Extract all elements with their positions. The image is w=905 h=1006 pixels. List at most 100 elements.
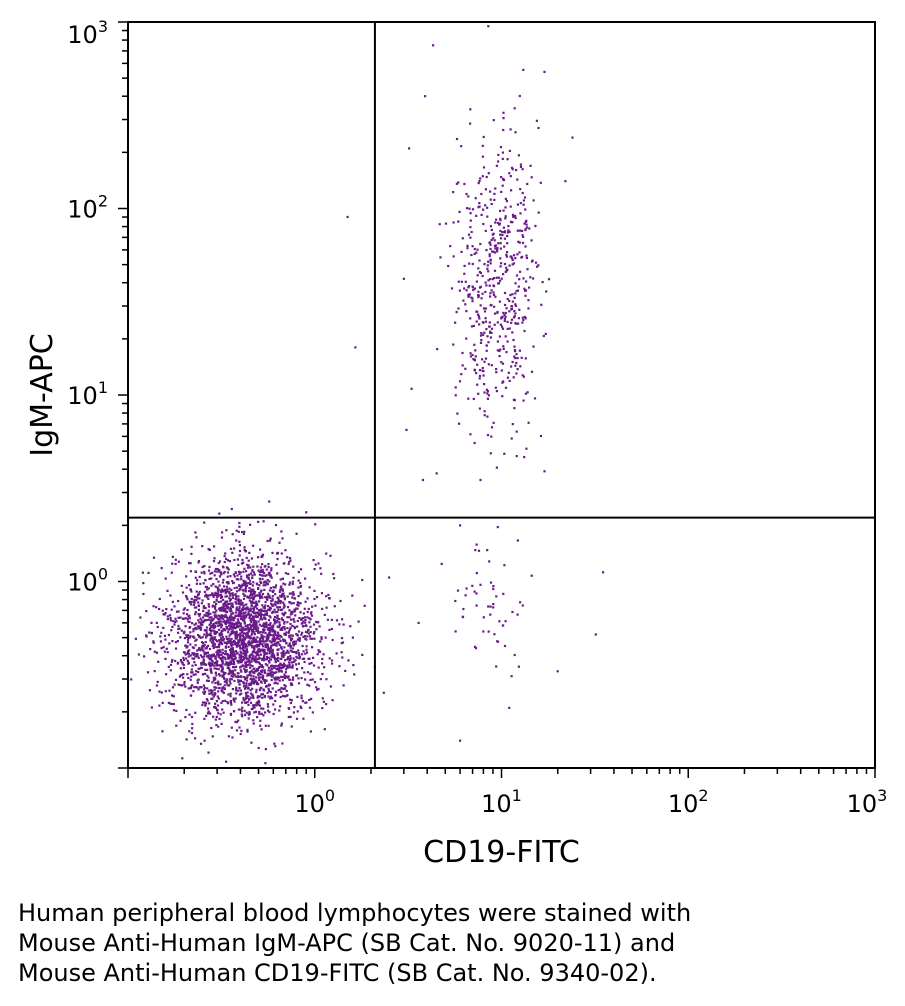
data-point <box>239 732 242 736</box>
data-point <box>271 628 274 631</box>
data-point <box>274 708 277 711</box>
data-point <box>497 242 500 245</box>
data-point <box>269 624 272 627</box>
data-point <box>493 239 496 242</box>
data-point <box>235 590 239 593</box>
data-point <box>197 608 200 611</box>
data-point <box>199 742 203 745</box>
data-point <box>234 634 237 637</box>
data-point <box>471 300 474 303</box>
data-point <box>506 242 509 245</box>
data-point <box>214 678 217 681</box>
data-point <box>226 620 229 623</box>
data-point <box>243 650 246 653</box>
data-point <box>230 645 233 648</box>
data-point <box>258 612 261 615</box>
data-point <box>147 571 150 574</box>
data-point <box>252 623 255 626</box>
data-point <box>246 730 249 733</box>
data-point <box>219 665 222 668</box>
data-point <box>250 621 253 624</box>
data-point <box>282 662 285 665</box>
data-point <box>340 642 343 645</box>
data-point <box>228 560 231 563</box>
data-point <box>274 643 277 646</box>
data-point <box>228 657 231 660</box>
data-point <box>333 577 336 580</box>
data-point <box>274 611 277 614</box>
data-point <box>221 651 224 654</box>
data-point <box>273 640 276 643</box>
data-point <box>296 695 299 698</box>
data-point <box>500 325 504 328</box>
data-point <box>198 614 201 617</box>
data-point <box>212 695 215 698</box>
data-point <box>284 651 288 654</box>
data-point <box>262 688 265 691</box>
data-point <box>233 653 236 657</box>
data-point <box>268 539 272 542</box>
data-point <box>244 624 247 627</box>
data-point <box>294 642 297 646</box>
data-point <box>261 696 264 699</box>
data-point <box>265 609 268 612</box>
data-point <box>467 233 471 236</box>
data-point <box>278 621 281 624</box>
data-point <box>267 563 270 566</box>
data-point <box>287 631 290 634</box>
data-point <box>272 638 275 641</box>
data-point <box>280 552 283 555</box>
data-point <box>499 217 502 220</box>
data-point <box>537 211 540 214</box>
data-point <box>522 199 525 202</box>
data-point <box>496 349 499 352</box>
data-point <box>490 228 493 231</box>
data-point <box>410 387 413 390</box>
data-point <box>283 646 286 649</box>
data-point <box>188 614 191 617</box>
data-point <box>246 645 249 648</box>
data-point <box>220 639 223 642</box>
data-point <box>460 280 463 283</box>
data-point <box>487 630 490 633</box>
data-point <box>196 653 199 656</box>
data-point <box>257 645 260 648</box>
data-point <box>247 576 250 579</box>
data-point <box>479 242 482 246</box>
data-point <box>211 619 214 622</box>
data-point <box>251 641 254 644</box>
data-point <box>299 581 302 585</box>
data-point <box>266 674 269 677</box>
data-point <box>503 564 506 567</box>
data-point <box>342 623 345 626</box>
data-point <box>239 636 242 639</box>
data-point <box>165 608 168 611</box>
data-point <box>518 241 521 244</box>
data-point <box>242 626 245 629</box>
data-point <box>228 587 231 590</box>
data-point <box>211 637 214 640</box>
data-point <box>468 262 471 265</box>
data-point <box>271 597 274 601</box>
data-point <box>249 692 253 695</box>
data-point <box>489 243 492 246</box>
data-point <box>252 598 255 601</box>
x-tick-label: 102 <box>668 786 709 818</box>
data-point <box>205 611 208 614</box>
data-point <box>216 595 219 598</box>
data-point <box>246 632 249 635</box>
data-point <box>212 676 215 679</box>
data-point <box>210 641 213 644</box>
data-point <box>302 635 305 638</box>
data-point <box>198 647 201 650</box>
data-point <box>234 642 237 645</box>
data-point <box>276 557 279 561</box>
data-point <box>238 521 241 525</box>
data-point <box>493 323 496 326</box>
data-point <box>242 532 245 536</box>
data-point <box>184 653 187 656</box>
data-point <box>324 636 327 639</box>
data-point <box>502 117 505 120</box>
data-point <box>458 380 462 383</box>
